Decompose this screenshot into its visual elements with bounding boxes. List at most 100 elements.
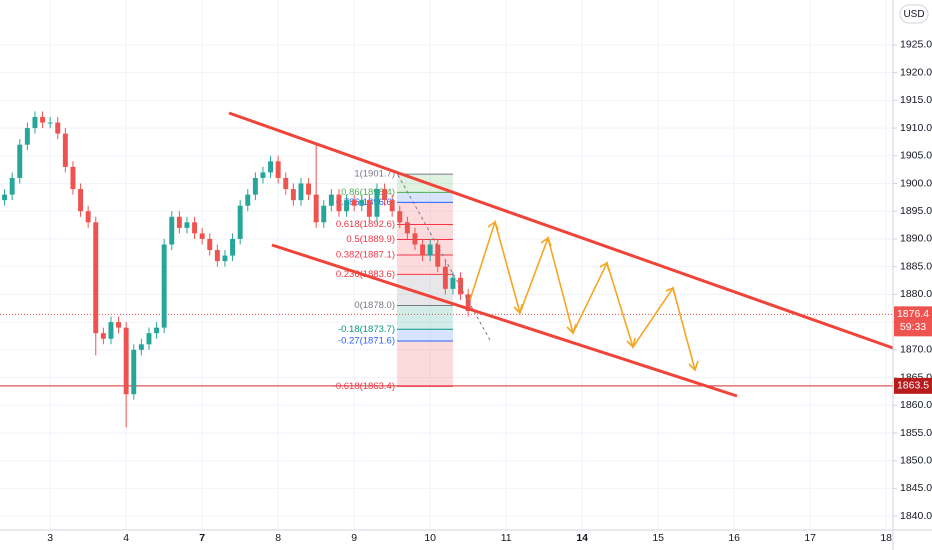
candle-body: [199, 233, 205, 239]
candle-body: [131, 349, 137, 395]
candle-body: [298, 183, 304, 201]
y-tick-label: 1840.0: [900, 510, 932, 522]
candle-body: [420, 244, 426, 256]
x-tick-label: 4: [123, 532, 129, 544]
candle-body: [78, 189, 84, 212]
candle-body: [435, 244, 441, 267]
y-tick-label: 1870.0: [900, 344, 932, 356]
candle-body: [404, 222, 410, 234]
candle-body: [222, 255, 228, 262]
x-tick-label: 14: [576, 532, 588, 544]
level-badge: [894, 377, 932, 394]
countdown: 59:33: [900, 321, 926, 333]
candle-body: [138, 344, 144, 350]
candle-body: [116, 322, 122, 328]
candle-body: [268, 161, 274, 173]
fib-label: 0.86(1898.4): [341, 187, 395, 198]
fib-label: 0.786(1896.6): [336, 197, 395, 208]
candle-body: [458, 277, 464, 295]
candle-body: [108, 322, 114, 339]
candle-body: [465, 294, 471, 312]
candle-body: [450, 277, 456, 289]
candle-body: [275, 161, 281, 178]
x-tick-label: 16: [728, 532, 740, 544]
candle-body: [55, 122, 61, 134]
candle-body: [2, 194, 8, 201]
candle-body: [207, 238, 213, 251]
candle-body: [260, 172, 266, 178]
y-tick-label: 1915.0: [900, 94, 932, 106]
fib-band: [397, 224, 453, 240]
levels: [0, 313, 893, 387]
candle-body: [283, 177, 289, 190]
x-tick-label: 10: [424, 532, 436, 544]
projection-arrowheads: [487, 220, 699, 372]
x-tick-label: 18: [880, 532, 892, 544]
candle-body: [245, 194, 251, 206]
x-tick-label: 15: [652, 532, 664, 544]
y-tick-label: 1905.0: [900, 150, 932, 162]
candle-body: [161, 244, 167, 328]
y-tick-label: 1880.0: [900, 288, 932, 300]
candle-body: [192, 222, 198, 234]
candle-body: [9, 177, 15, 195]
candle-body: [389, 200, 395, 212]
candle-body: [237, 205, 243, 239]
channel-upper: [228, 111, 894, 350]
time-axis-bg: [0, 530, 932, 550]
candle-body: [366, 200, 372, 217]
fib-label: -0.18(1873.7): [338, 324, 395, 335]
last-price-badge: [894, 306, 932, 337]
y-tick-label: 1855.0: [900, 427, 932, 439]
candle-body: [252, 177, 258, 195]
price-axis-bg: [893, 0, 932, 550]
y-tick-label: 1895.0: [900, 205, 932, 217]
x-tick-label: 11: [501, 532, 512, 544]
candle-body: [412, 233, 418, 245]
fib-band: [397, 305, 453, 330]
y-tick-label: 1890.0: [900, 233, 932, 245]
axes: 1840.01845.01850.01855.01860.01865.01870…: [47, 39, 932, 544]
fib-label: 0.618(1892.6): [336, 219, 395, 230]
candle-body: [397, 211, 403, 223]
candle-body: [123, 327, 129, 395]
x-tick-label: 17: [804, 532, 816, 544]
candle-body: [184, 222, 190, 228]
candle-body: [290, 189, 296, 201]
x-tick-label: 8: [275, 532, 281, 544]
candle-body: [427, 244, 433, 256]
fib-label: 0.5(1889.9): [346, 234, 395, 245]
y-tick-label: 1925.0: [900, 39, 932, 51]
fib-label: 0.382(1887.1): [336, 250, 395, 261]
candle-body: [313, 194, 319, 223]
candle-body: [154, 327, 160, 334]
x-tick-label: 3: [47, 532, 53, 544]
candle-body: [176, 216, 182, 228]
candle-body: [351, 200, 357, 206]
candle-body: [100, 333, 106, 339]
candle-body: [85, 211, 91, 223]
fib-label: -0.27(1871.6): [338, 335, 395, 346]
candle-body: [17, 144, 23, 178]
y-tick-label: 1850.0: [900, 454, 932, 466]
candle-body: [40, 116, 46, 123]
candle-body: [306, 183, 312, 195]
candle-body: [93, 222, 99, 334]
candle-body: [382, 189, 388, 201]
candle-body: [336, 194, 342, 212]
y-tick-label: 1860.0: [900, 399, 932, 411]
fib-label: 0(1878.0): [354, 300, 395, 311]
candle-body: [442, 266, 448, 289]
candle-body: [359, 200, 365, 206]
candle-body: [230, 238, 236, 256]
y-tick-label: 1845.0: [900, 482, 932, 494]
channel-lower: [271, 243, 738, 398]
last-price-label: 1876.4: [897, 308, 929, 320]
fib-band: [397, 329, 453, 341]
currency-badge[interactable]: [899, 4, 929, 24]
drawings: [228, 111, 894, 398]
x-tick-label: 9: [351, 532, 357, 544]
candle-body: [328, 194, 334, 206]
